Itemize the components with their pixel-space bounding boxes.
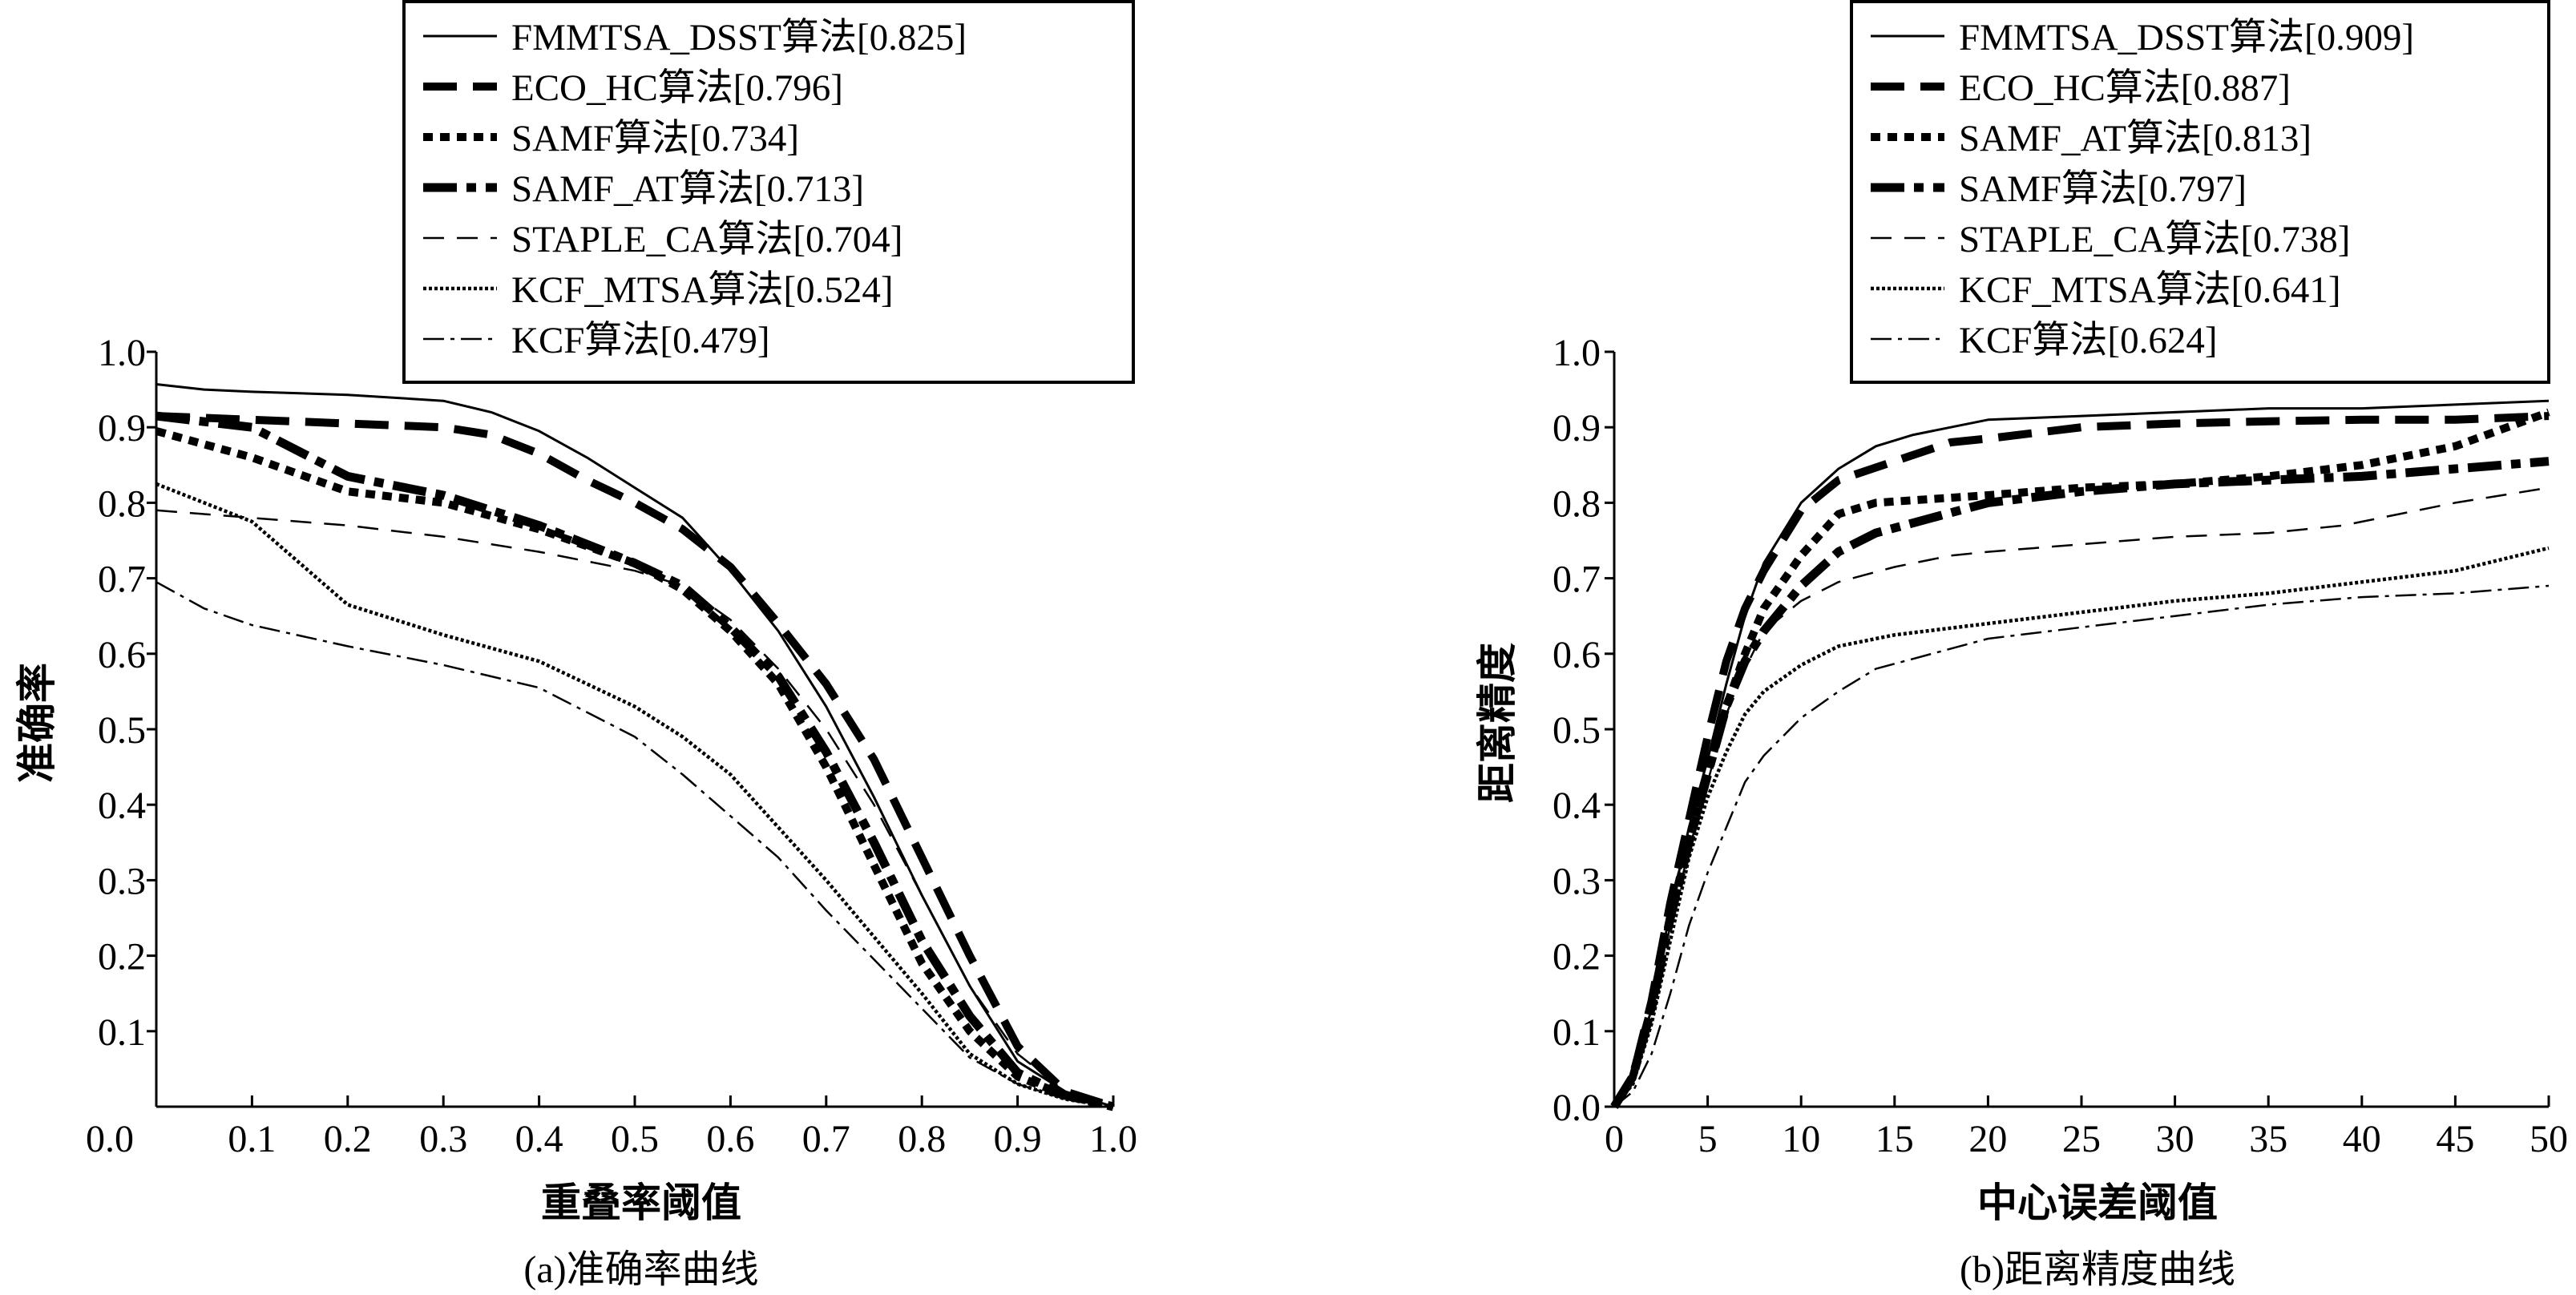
y-tick-label: 0.3 [1552, 860, 1601, 902]
series-line-kcf [155, 581, 1114, 1108]
legend-label: ECO_HC算法[0.796] [511, 67, 843, 109]
y-tick-label: 0.1 [98, 1011, 146, 1054]
legend-label: KCF_MTSA算法[0.524] [511, 269, 894, 311]
x-tick-label: 0 [1605, 1118, 1624, 1160]
y-tick-label: 0.5 [98, 709, 146, 752]
legend-label: STAPLE_CA算法[0.704] [511, 219, 902, 260]
x-tick-label: 20 [1968, 1118, 2007, 1160]
x-tick-label: 50 [2530, 1118, 2568, 1160]
y-axis-label: 准确率 [14, 663, 59, 783]
series-line-kcf-mtsa [1613, 546, 2550, 1108]
x-tick-label: 25 [2062, 1118, 2101, 1160]
legend-label: SAMF算法[0.797] [1959, 168, 2247, 210]
x-tick-label: 1.0 [1089, 1118, 1137, 1160]
legend-box [402, 0, 1135, 384]
series-line-kcf [1613, 584, 2550, 1107]
y-tick-label: 0.7 [1552, 559, 1601, 601]
x-tick-label: 0.8 [898, 1118, 946, 1160]
x-tick-label: 0.6 [706, 1118, 754, 1160]
x-tick-label: 30 [2156, 1118, 2194, 1160]
y-tick-label: 0.9 [98, 407, 146, 450]
chart-caption: (a)准确率曲线 [523, 1249, 758, 1291]
legend-label: FMMTSA_DSST算法[0.825] [511, 17, 967, 58]
series-line-samf-at [1610, 408, 2550, 1109]
series-line-fmmtsa-dsst [1613, 399, 2550, 1107]
y-tick-label: 0.2 [1552, 936, 1601, 978]
chart-caption: (b)距离精度曲线 [1960, 1249, 2235, 1291]
y-tick-label: 0.9 [1552, 407, 1601, 450]
y-tick-label: 0.4 [98, 785, 146, 827]
x-tick-label: 40 [2343, 1118, 2381, 1160]
legend: FMMTSA_DSST算法[0.825] ECO_HC算法[0.796] SAMF算… [402, 0, 1135, 384]
x-tick-label: 15 [1875, 1118, 1914, 1160]
legend-label: SAMF_AT算法[0.713] [511, 168, 864, 210]
y-axis-label: 距离精度 [1475, 643, 1520, 803]
y-tick-label: 0.1 [1552, 1011, 1601, 1054]
x-tick-label: 0.0 [86, 1118, 134, 1160]
chart-accuracy: 0.0 0.1 0.2 0.3 0.4 0.5 0.6 0.7 0.8 0.9 1.0 0.1 0.2 0… [14, 0, 1137, 1291]
legend-label: ECO_HC算法[0.887] [1959, 67, 2291, 109]
y-tick-label: 1.0 [1552, 332, 1601, 374]
legend-label: FMMTSA_DSST算法[0.909] [1959, 17, 2414, 58]
series-line-eco-hc [1610, 412, 2550, 1109]
x-tick-label: 0.5 [611, 1118, 659, 1160]
x-tick-label: 10 [1782, 1118, 1820, 1160]
x-tick-label: 0.2 [324, 1118, 372, 1160]
legend: FMMTSA_DSST算法[0.909] ECO_HC算法[0.887] SAMF_… [1850, 0, 2550, 384]
series-line-samf-at [155, 411, 1115, 1111]
chart-distance-precision: 0 5 10 15 20 25 30 35 40 45 50 0.0 0.1 0.2 0.3 0.4 0.5 0.… [1475, 0, 2568, 1291]
y-tick-label: 0.8 [98, 482, 146, 525]
series-line-fmmtsa-dsst [155, 383, 1114, 1108]
y-tick-label: 0.5 [1552, 709, 1601, 752]
legend-label: KCF算法[0.479] [511, 320, 769, 361]
x-tick-label: 45 [2436, 1118, 2474, 1160]
x-tick-label: 5 [1698, 1118, 1718, 1160]
y-tick-label: 0.7 [98, 559, 146, 601]
x-tick-label: 0.4 [515, 1118, 563, 1160]
y-tick-label: 0.6 [98, 634, 146, 676]
x-axis-label: 中心误差阈值 [1977, 1180, 2218, 1225]
y-tick-label: 0.6 [1552, 634, 1601, 676]
y-tick-label: 0.8 [1552, 482, 1601, 525]
series-line-staple-ca [155, 509, 1114, 1108]
y-tick-label: 0.4 [1552, 785, 1601, 827]
legend-label: SAMF算法[0.734] [511, 118, 799, 159]
y-tick-label: 1.0 [98, 332, 146, 374]
x-axis-label: 重叠率阈值 [541, 1180, 741, 1225]
series-line-kcf-mtsa [155, 482, 1114, 1109]
legend-box [1850, 0, 2550, 384]
x-tick-label: 0.7 [802, 1118, 850, 1160]
x-tick-label: 0.3 [419, 1118, 467, 1160]
series-line-samf [1610, 457, 2550, 1109]
y-tick-label: 0.2 [98, 936, 146, 978]
series-line-staple-ca [1613, 486, 2550, 1107]
legend-label: KCF_MTSA算法[0.641] [1959, 269, 2341, 311]
x-tick-label: 35 [2249, 1118, 2287, 1160]
y-tick-label: 0.0 [1552, 1087, 1601, 1129]
x-tick-label: 0.9 [994, 1118, 1042, 1160]
legend-label: KCF算法[0.624] [1959, 320, 2217, 361]
series-line-samf [155, 427, 1115, 1111]
series-line-eco-hc [155, 412, 1115, 1111]
y-tick-label: 0.3 [98, 860, 146, 902]
legend-label: SAMF_AT算法[0.813] [1959, 118, 2312, 159]
legend-label: STAPLE_CA算法[0.738] [1959, 219, 2350, 260]
x-tick-label: 0.1 [228, 1118, 276, 1160]
